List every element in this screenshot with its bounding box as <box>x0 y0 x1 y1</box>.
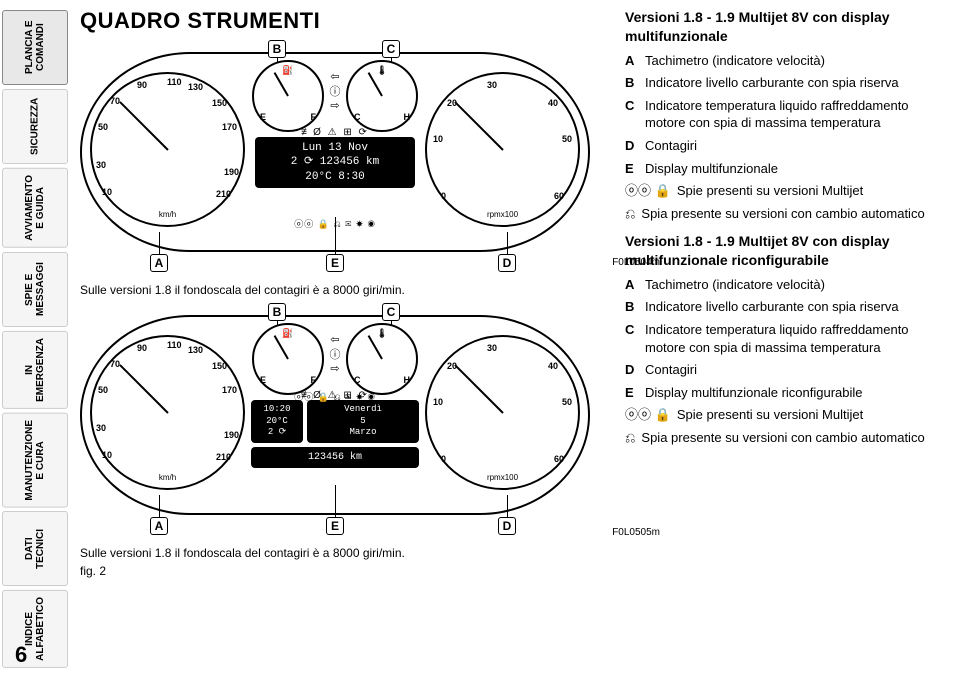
fuel-icon: ⛽ <box>282 65 293 76</box>
sidebar-tabs: PLANCIA E COMANDI SICUREZZA AVVIAMENTO E… <box>0 0 70 678</box>
lcd2-bottom: 123456 km <box>251 447 419 468</box>
callout-c2: C <box>382 303 400 321</box>
tab-dati[interactable]: DATI TECNICI <box>2 511 68 586</box>
temp-icon: 🌡 <box>376 65 387 76</box>
temp-gauge: C H 🌡 <box>346 60 418 132</box>
figure-code-1: F0L0504m <box>612 257 660 268</box>
indicator-icons-top: ⇦ ⓘ ⇨ <box>326 70 346 112</box>
item-e2: EDisplay multifunzionale riconfigurabile <box>625 384 950 402</box>
item-a1: ATachimetro (indicatore velocità) <box>625 52 950 70</box>
page-title: QUADRO STRUMENTI <box>80 8 610 34</box>
fuel-gauge-2: E F ⛽ <box>252 323 324 395</box>
glow-lock-icon: ⓞⓞ 🔒 <box>625 182 671 200</box>
header-2: Versioni 1.8 - 1.9 Multijet 8V con displ… <box>625 232 950 270</box>
auto-gear-icon: ⎌ <box>625 205 635 223</box>
lcd2-left: 10:20 20°C 2 ⟳ <box>251 400 303 443</box>
callout-b2: B <box>268 303 286 321</box>
figure-code-2: F0L0505m <box>612 527 660 538</box>
fuel-gauge: E F ⛽ <box>252 60 324 132</box>
callout-c: C <box>382 40 400 58</box>
auto-gear-icon-2: ⎌ <box>625 429 635 447</box>
item-b2: BIndicatore livello carburante con spia … <box>625 298 950 316</box>
tacho-unit: rpmx100 <box>487 210 518 219</box>
description-column: Versioni 1.8 - 1.9 Multijet 8V con displ… <box>620 8 950 668</box>
lcd-display-1: Lun 13 Nov 2 ⟳ 123456 km 20°C 8:30 <box>255 137 415 188</box>
sym-item-1: ⓞⓞ 🔒Spie presenti su versioni Multijet <box>625 182 950 200</box>
figure-label: fig. 2 <box>80 564 610 578</box>
tacho-needle <box>454 101 503 150</box>
item-e1: EDisplay multifunzionale <box>625 160 950 178</box>
lcd2-mid: Venerdì 5 Marzo <box>307 400 419 443</box>
speedo-unit: km/h <box>159 210 176 219</box>
callout-a: A <box>150 254 168 272</box>
callout-a2: A <box>150 517 168 535</box>
tab-avviamento[interactable]: AVVIAMENTO E GUIDA <box>2 168 68 248</box>
callout-e2: E <box>326 517 344 535</box>
callout-d: D <box>498 254 516 272</box>
item-c2: CIndicatore temperatura liquido raffredd… <box>625 321 950 356</box>
header-1: Versioni 1.8 - 1.9 Multijet 8V con displ… <box>625 8 950 46</box>
caption-1: Sulle versioni 1.8 il fondoscala del con… <box>80 283 610 297</box>
callout-e: E <box>326 254 344 272</box>
page-number: 6 <box>15 642 27 668</box>
tab-spie[interactable]: SPIE E MESSAGGI <box>2 252 68 327</box>
figure-2: B C 10 30 50 70 90 110 130 150 170 190 2… <box>80 305 610 578</box>
speedometer: 10 30 50 70 90 110 130 150 170 190 210 k… <box>90 72 245 227</box>
tab-indice[interactable]: INDICE ALFABETICO <box>2 590 68 668</box>
sym-item-2: ⎌Spia presente su versioni con cambio au… <box>625 205 950 223</box>
sym-item-4: ⎌Spia presente su versioni con cambio au… <box>625 429 950 447</box>
tab-manutenzione[interactable]: MANUTENZIONE E CURA <box>2 413 68 508</box>
figure-1: B C 10 30 50 70 90 110 130 150 170 190 <box>80 42 610 297</box>
temp-gauge-2: C H 🌡 <box>346 323 418 395</box>
caption-2: Sulle versioni 1.8 il fondoscala del con… <box>80 546 610 560</box>
item-c1: CIndicatore temperatura liquido raffredd… <box>625 97 950 132</box>
tab-emergenza[interactable]: IN EMERGENZA <box>2 331 68 409</box>
speedo-needle <box>119 101 168 150</box>
item-d1: DContagiri <box>625 137 950 155</box>
item-a2: ATachimetro (indicatore velocità) <box>625 276 950 294</box>
item-b1: BIndicatore livello carburante con spia … <box>625 74 950 92</box>
callout-b: B <box>268 40 286 58</box>
tab-sicurezza[interactable]: SICUREZZA <box>2 89 68 164</box>
item-d2: DContagiri <box>625 361 950 379</box>
sym-item-3: ⓞⓞ 🔒Spie presenti su versioni Multijet <box>625 406 950 424</box>
tab-plancia[interactable]: PLANCIA E COMANDI <box>2 10 68 85</box>
tachometer: 0 10 20 30 40 50 60 rpmx100 <box>425 72 580 227</box>
speedometer-2: 10 30 50 70 90 110 130 150 170 190 210 k… <box>90 335 245 490</box>
tachometer-2: 0 10 20 30 40 50 60 rpmx100 <box>425 335 580 490</box>
glow-lock-icon-2: ⓞⓞ 🔒 <box>625 406 671 424</box>
callout-d2: D <box>498 517 516 535</box>
